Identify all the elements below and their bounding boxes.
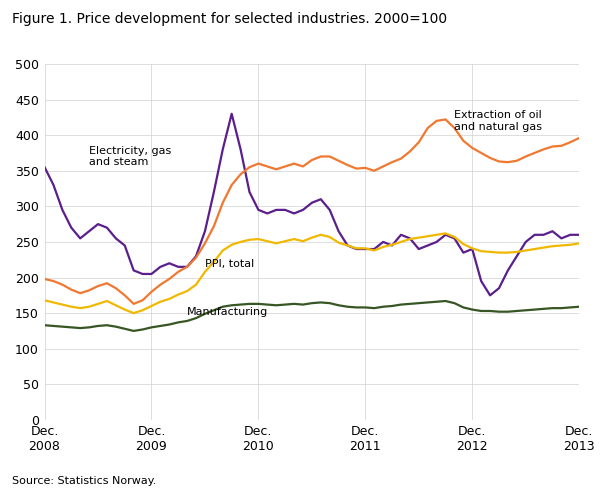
Text: PPI, total: PPI, total (205, 259, 254, 269)
Text: Electricity, gas
and steam: Electricity, gas and steam (89, 146, 171, 167)
Text: Extraction of oil
and natural gas: Extraction of oil and natural gas (454, 110, 542, 132)
Text: Source: Statistics Norway.: Source: Statistics Norway. (12, 476, 157, 486)
Text: Figure 1. Price development for selected industries. 2000=100: Figure 1. Price development for selected… (12, 12, 447, 26)
Text: Manufacturing: Manufacturing (187, 306, 268, 317)
